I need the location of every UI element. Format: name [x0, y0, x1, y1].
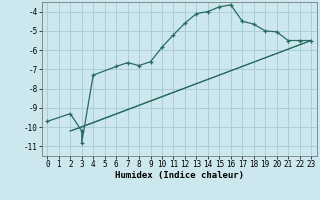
- X-axis label: Humidex (Indice chaleur): Humidex (Indice chaleur): [115, 171, 244, 180]
